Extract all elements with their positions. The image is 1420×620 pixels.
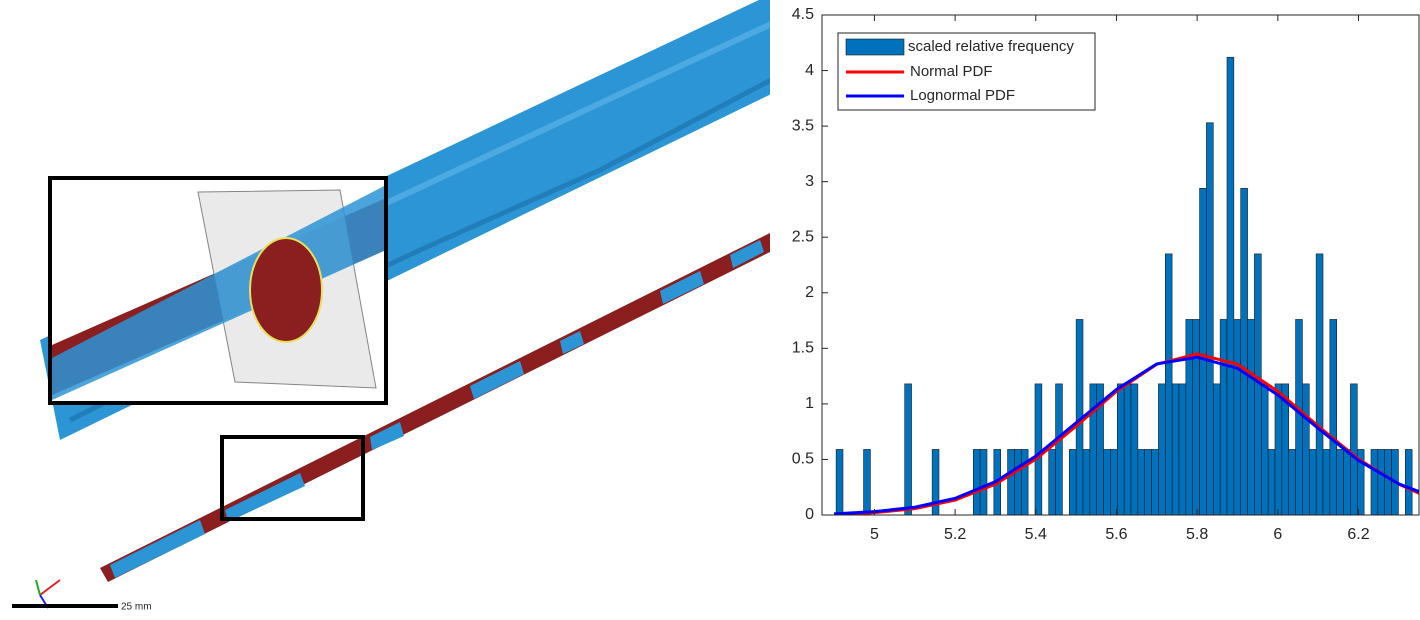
inset-frame [48, 176, 388, 405]
hist-bar [1240, 188, 1248, 515]
x-tick-label: 5.8 [1186, 526, 1208, 543]
y-tick-label: 3 [805, 173, 814, 190]
hist-bar [931, 449, 940, 515]
hist-bar [1068, 449, 1077, 515]
hist-bar [1103, 449, 1111, 515]
hist-bar [1014, 449, 1022, 515]
hist-bar [1199, 188, 1207, 515]
hist-bar [1110, 449, 1118, 515]
hist-bar [1329, 319, 1338, 515]
rod-coating [110, 240, 764, 578]
ticks: 0 0.5 1 1.5 2 2.5 3 3.5 4 4.5 5 5.2 5.4 5.6 5.8 6 6.2 [792, 6, 1370, 543]
hist-bar [1048, 449, 1056, 515]
y-tick-label: 1.5 [792, 340, 814, 357]
hist-bar [1226, 56, 1235, 515]
legend-label: Normal PDF [910, 63, 993, 80]
y-tick-label: 2 [805, 284, 814, 301]
hist-bar [1007, 449, 1015, 515]
zoom-frame [220, 435, 365, 521]
scale-bar [12, 604, 118, 608]
hist-bar [1130, 383, 1139, 515]
hist-bar [1343, 449, 1351, 515]
hist-bar [1219, 319, 1228, 515]
scale-bar-label: 25 mm [121, 602, 152, 613]
x-tick-label: 5.2 [944, 526, 966, 543]
hist-bar [1151, 449, 1159, 515]
hist-bar [1315, 253, 1324, 515]
hist-bar [1302, 383, 1310, 515]
hist-bar [1356, 449, 1365, 515]
hist-bar [1384, 449, 1392, 515]
y-tick-label: 1 [805, 395, 814, 412]
hist-bar [1137, 449, 1146, 515]
hist-bar [1370, 449, 1379, 515]
section-ellipse [249, 237, 323, 343]
y-tick-label: 4.5 [792, 6, 814, 23]
legend: scaled relative frequency Normal PDF Logno… [837, 32, 1096, 111]
x-tick-label: 5.4 [1025, 526, 1047, 543]
y-tick-label: 0 [805, 506, 814, 523]
hist-bar [1020, 449, 1029, 515]
hist-bar [1247, 319, 1255, 515]
hist-bar [1295, 319, 1303, 515]
render-scene [40, 0, 770, 582]
y-tick-label: 3.5 [792, 117, 814, 134]
hist-bar [1192, 319, 1200, 515]
hist-bar [1116, 383, 1125, 515]
pdf-line [834, 355, 1419, 515]
hist-bar [1308, 449, 1317, 515]
axes-box [821, 14, 1420, 516]
hist-bar [1322, 449, 1331, 515]
hist-bar [1336, 449, 1344, 515]
hist-bar [1034, 383, 1043, 515]
inset-tube [52, 185, 386, 400]
hist-bar [1123, 383, 1132, 515]
hist-bar [1288, 449, 1296, 515]
hist-bar [1178, 383, 1187, 515]
x-tick-label: 5 [870, 526, 879, 543]
x-tick-label: 5.6 [1105, 526, 1127, 543]
plot [834, 56, 1419, 515]
y-tick-label: 0.5 [792, 451, 814, 468]
hist-bar [972, 449, 981, 515]
hist-bar [1055, 383, 1063, 515]
hist-bar [1082, 449, 1091, 515]
hist-bar [1206, 122, 1214, 515]
hist-bar [1164, 253, 1173, 515]
hist-bar [1171, 383, 1180, 515]
hist-bar [1212, 383, 1221, 515]
hist-bar [1089, 383, 1098, 515]
hist-bar [1404, 449, 1413, 515]
legend-label: Lognormal PDF [910, 87, 1015, 104]
hist-bar [979, 449, 988, 515]
hist-bar [1185, 319, 1194, 515]
legend-label: scaled relative frequency [908, 38, 1074, 55]
axis-triad [35, 579, 61, 609]
y-tick-label: 2.5 [792, 228, 814, 245]
hist-bar [863, 449, 871, 515]
hist-bar [1377, 449, 1386, 515]
hist-bar [1350, 383, 1358, 515]
hist-bar [1267, 449, 1276, 515]
hist-bar [1260, 383, 1269, 515]
legend-swatch [845, 38, 905, 56]
y-tick-label: 4 [805, 62, 814, 79]
hist-bar [1233, 319, 1242, 515]
hist-bar [1144, 449, 1152, 515]
hist-bar [904, 383, 912, 515]
hist-bar [1274, 383, 1283, 515]
hist-bar [1158, 383, 1166, 515]
x-tick-label: 6 [1273, 526, 1282, 543]
x-tick-label: 6.2 [1347, 526, 1369, 543]
hist-bar [835, 449, 844, 515]
